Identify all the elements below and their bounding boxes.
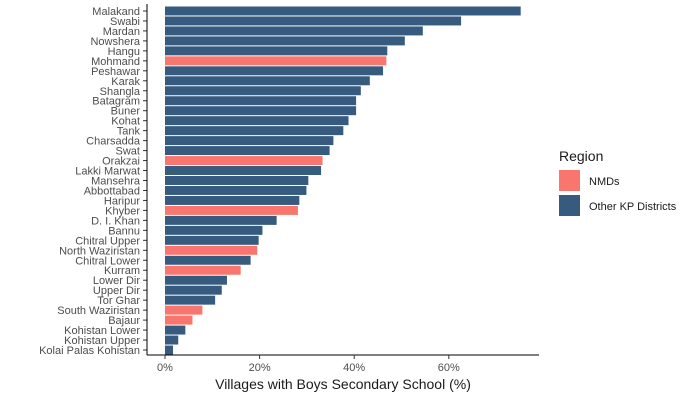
category-label-batagram: Batagram — [92, 96, 140, 108]
legend-items: NMDs Other KP Districts — [559, 170, 677, 216]
bar-tank — [165, 126, 344, 136]
bar-charsadda — [165, 136, 334, 146]
category-label-mansehra: Mansehra — [91, 176, 141, 188]
category-label-swat: Swat — [116, 146, 140, 158]
legend-label-nmds: NMDs — [589, 176, 620, 188]
category-label-orakzai: Orakzai — [102, 156, 140, 168]
bar-bannu — [165, 225, 263, 235]
category-label-mardan: Mardan — [103, 26, 140, 38]
x-tick-label: 60% — [438, 362, 460, 374]
bar-shangla — [165, 86, 361, 96]
x-tick-label: 20% — [249, 362, 271, 374]
category-label-chitral-lower: Chitral Lower — [75, 255, 140, 267]
category-label-kohat: Kohat — [111, 116, 140, 128]
category-label-d-i-khan: D. I. Khan — [91, 215, 140, 227]
bar-tor-ghar — [165, 295, 216, 305]
bar-kohat — [165, 116, 349, 126]
category-label-chitral-upper: Chitral Upper — [75, 235, 140, 247]
category-label-upper-dir: Upper Dir — [93, 285, 140, 297]
legend-swatch-nmds — [559, 170, 580, 191]
category-label-khyber: Khyber — [105, 205, 140, 217]
category-label-peshawar: Peshawar — [91, 66, 140, 78]
category-label-shangla: Shangla — [100, 86, 141, 98]
category-label-south-waziristan: South Waziristan — [57, 305, 140, 317]
category-label-swabi: Swabi — [110, 16, 140, 28]
bar-kurram — [165, 265, 241, 275]
category-labels: MalakandSwabiMardanNowsheraHanguMohmandP… — [39, 6, 141, 357]
bar-d-i-khan — [165, 215, 277, 225]
category-label-lakki-marwat: Lakki Marwat — [75, 166, 140, 178]
bar-batagram — [165, 96, 357, 106]
category-label-kohistan-upper: Kohistan Upper — [64, 335, 140, 347]
bar-upper-dir — [165, 285, 222, 295]
x-axis-title: Villages with Boys Secondary School (%) — [215, 376, 471, 392]
category-label-bannu: Bannu — [108, 225, 140, 237]
bar-orakzai — [165, 156, 323, 166]
bar-abbottabad — [165, 185, 307, 195]
category-label-hangu: Hangu — [108, 46, 140, 58]
category-label-kohistan-lower: Kohistan Lower — [64, 325, 140, 337]
bar-bajaur — [165, 315, 193, 325]
category-label-lower-dir: Lower Dir — [93, 275, 140, 287]
category-label-karak: Karak — [111, 76, 140, 88]
bar-kohistan-upper — [165, 335, 179, 345]
category-label-kolai-palas-kohistan: Kolai Palas Kohistan — [39, 345, 140, 357]
legend-label-other-kp-districts: Other KP Districts — [589, 201, 677, 213]
category-label-bajaur: Bajaur — [108, 315, 140, 327]
bar-mansehra — [165, 176, 309, 185]
category-label-north-waziristan: North Waziristan — [59, 245, 140, 257]
category-label-mohmand: Mohmand — [91, 56, 140, 68]
bar-mardan — [165, 26, 423, 36]
bar-lakki-marwat — [165, 166, 322, 176]
bar-chitral-upper — [165, 235, 259, 245]
x-tick-label: 0% — [157, 362, 173, 374]
bar-north-waziristan — [165, 245, 258, 255]
bar-swat — [165, 146, 330, 156]
x-tick-label: 40% — [343, 362, 365, 374]
bar-nowshera — [165, 36, 405, 46]
bar-haripur — [165, 195, 300, 205]
category-label-tor-ghar: Tor Ghar — [97, 295, 140, 307]
bar-karak — [165, 76, 370, 86]
bar-kohistan-lower — [165, 325, 186, 335]
category-label-buner: Buner — [111, 106, 141, 118]
axes: 0% 20% 40% 60% — [143, 4, 539, 374]
bars-layer — [165, 6, 521, 355]
category-label-malakand: Malakand — [92, 6, 140, 18]
category-label-charsadda: Charsadda — [86, 136, 141, 148]
category-label-nowshera: Nowshera — [90, 36, 140, 48]
category-label-abbottabad: Abbottabad — [84, 185, 140, 197]
bar-lower-dir — [165, 275, 227, 285]
bar-malakand — [165, 6, 521, 16]
bar-kolai-palas-kohistan — [165, 345, 174, 355]
bar-mohmand — [165, 56, 387, 66]
bar-swabi — [165, 16, 462, 26]
category-label-tank: Tank — [117, 126, 141, 138]
legend: Region NMDs Other KP Districts — [559, 148, 677, 216]
legend-swatch-other-kp-districts — [559, 195, 580, 216]
bar-chitral-lower — [165, 255, 251, 265]
legend-title: Region — [559, 148, 603, 164]
category-label-kurram: Kurram — [104, 265, 140, 277]
bar-khyber — [165, 205, 298, 215]
bar-south-waziristan — [165, 305, 203, 315]
bar-hangu — [165, 46, 388, 56]
bar-buner — [165, 106, 357, 116]
bar-peshawar — [165, 66, 384, 76]
category-label-haripur: Haripur — [104, 195, 140, 207]
